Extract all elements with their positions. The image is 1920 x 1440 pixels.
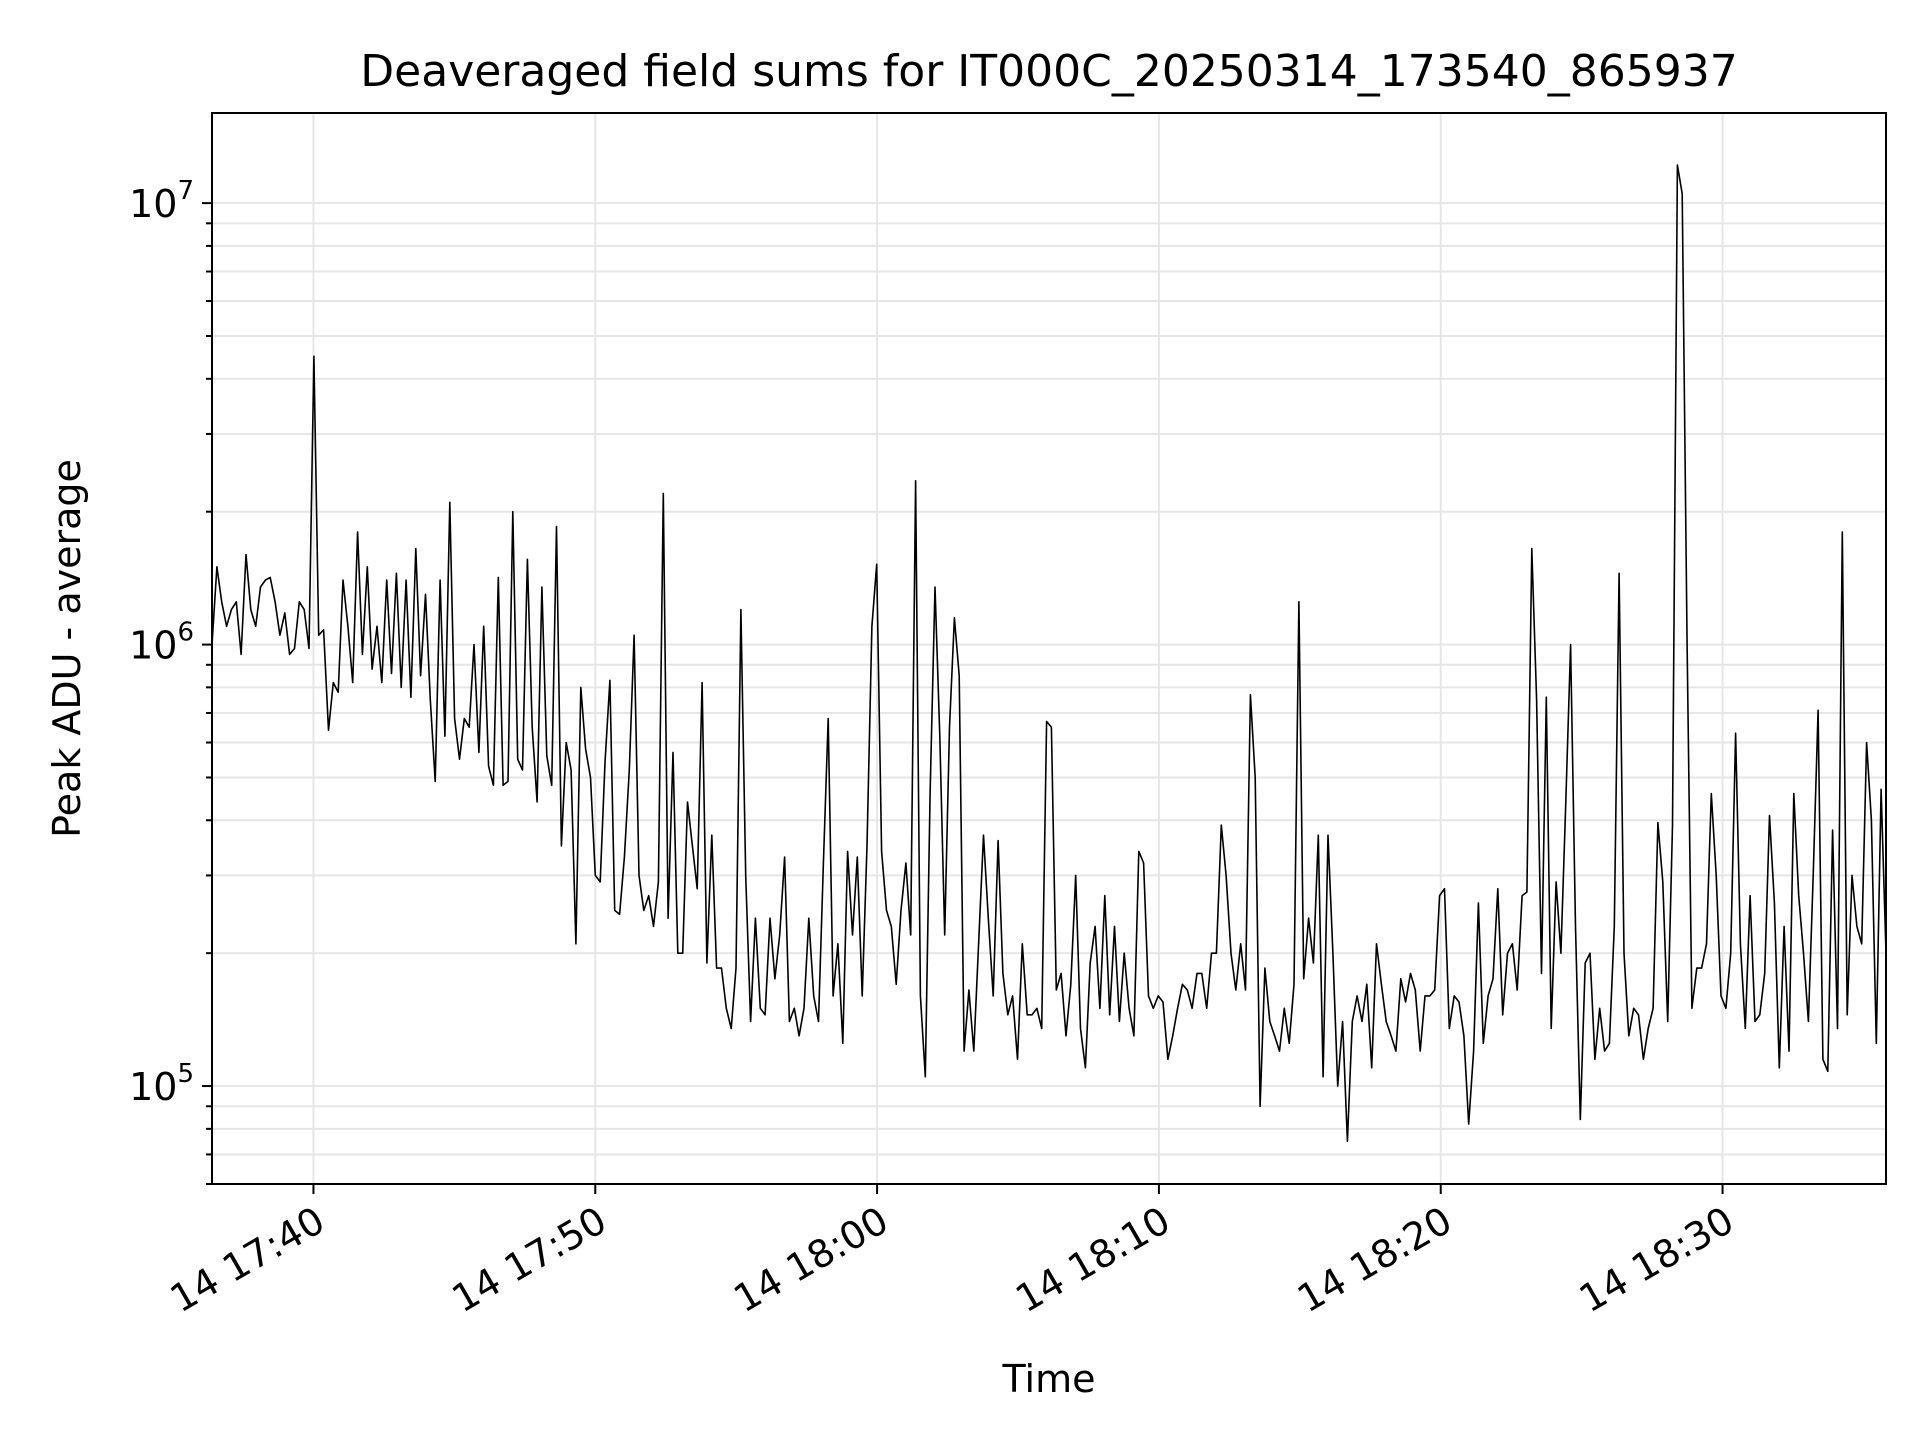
y-tick-label: 106 — [129, 618, 194, 668]
x-tick-label: 14 17:40 — [163, 1198, 332, 1321]
plot-frame — [211, 112, 1887, 1185]
series-line — [211, 164, 1887, 1142]
y-axis-label: Peak ADU - average — [45, 459, 89, 838]
x-tick-label: 14 17:50 — [445, 1198, 614, 1321]
series-layer — [211, 164, 1887, 1142]
y-tick-label: 107 — [129, 176, 194, 226]
x-tick-label: 14 18:00 — [726, 1198, 895, 1321]
x-tick-label: 14 18:10 — [1008, 1198, 1177, 1321]
chart-title: Deaveraged field sums for IT000C_2025031… — [360, 46, 1737, 97]
grid-lines — [212, 113, 1886, 1185]
x-tick-label: 14 18:30 — [1572, 1198, 1741, 1321]
x-axis-label: Time — [1002, 1357, 1096, 1401]
x-tick-label: 14 18:20 — [1290, 1198, 1459, 1321]
axis-ticks: 105 106 107 14 17:40 14 17:50 14 18:00 14 18:1… — [129, 176, 1741, 1321]
y-tick-label: 105 — [129, 1059, 194, 1109]
